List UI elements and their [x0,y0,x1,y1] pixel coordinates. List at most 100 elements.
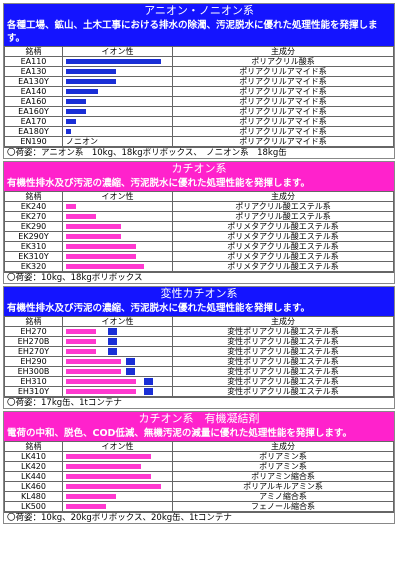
ionicity-cell [62,356,173,367]
ionicity-bar [66,349,96,354]
ionicity-cell [62,116,173,127]
header-comp: 主成分 [172,316,394,327]
main-component: 変性ポリアクリル酸エステル系 [172,336,394,347]
header-ion: イオン性 [62,441,173,452]
table-row: EA160Y ポリアクリルアマイド系 [4,106,394,117]
table-row: EH300B 変性ポリアクリル酸エステル系 [4,366,394,377]
main-component: ポリメタアクリル酸エステル系 [172,261,394,272]
ionicity-cell [62,471,173,482]
product-code: LK410 [4,451,63,462]
ionicity-cell [62,211,173,222]
product-code: EH310Y [4,386,63,397]
product-code: KL480 [4,491,63,502]
ionicity-bar [66,79,116,84]
ionicity-cell [62,366,173,377]
ionicity-cell [62,231,173,242]
ionicity-bar [66,69,116,74]
product-code: EA110 [4,56,63,67]
ionicity-bar [66,204,76,209]
ionicity-bar [66,339,96,344]
header-ion: イオン性 [62,191,173,202]
main-component: フェノール縮合系 [172,501,394,512]
ionicity-bar [66,494,116,499]
product-sheet: アニオン・ノニオン系 各種工場、鉱山、土木工事における排水の除濁、汚泥脱水に優れ… [3,3,395,526]
ionicity-bar [66,89,98,94]
ionicity-bar [66,244,136,249]
section-modified-cation: 変性カチオン系 有機性排水及び汚泥の濃縮、汚泥脱水に優れた処理性能を発揮します。… [3,286,395,409]
ionicity-cell [62,66,173,77]
ionicity-bar [66,254,136,259]
table-row: EN190 ノニオン ポリアクリルアマイド系 [4,136,394,147]
ionicity-bar [66,369,121,374]
ionicity-marker [144,388,153,395]
ionicity-cell [62,201,173,212]
table-row: EK240 ポリアクリル酸エステル系 [4,201,394,212]
ionicity-cell [62,56,173,67]
ionicity-cell [62,336,173,347]
main-component: ポリアクリルアマイド系 [172,76,394,87]
main-component: ポリアクリルアマイド系 [172,86,394,97]
table-row: EH270B 変性ポリアクリル酸エステル系 [4,336,394,347]
product-code: EN190 [4,136,63,147]
table-row: EK310Y ポリメタアクリル酸エステル系 [4,251,394,262]
table-row: EH310Y 変性ポリアクリル酸エステル系 [4,386,394,397]
main-component: ポリアクリルアマイド系 [172,116,394,127]
main-component: ポリアクリルアマイド系 [172,136,394,147]
ionicity-bar [66,99,86,104]
table-row: EA170 ポリアクリルアマイド系 [4,116,394,127]
product-code: LK440 [4,471,63,482]
product-code: LK460 [4,481,63,492]
packaging-note: 〇荷姿：アニオン系 10kg、18kgポリボックス、 ノニオン系 18kg缶 [4,147,394,158]
section-description: 有機性排水及び汚泥の濃縮、汚泥脱水に優れた処理性能を発揮します。 [4,176,394,191]
section-title: カチオン系 有機凝結剤 [4,412,394,426]
ionicity-cell [62,461,173,472]
main-component: ポリアクリルアマイド系 [172,126,394,137]
product-code: EA130 [4,66,63,77]
main-component: ポリアミン系 [172,451,394,462]
header-comp: 主成分 [172,46,394,57]
table-row: LK420 ポリアミン系 [4,461,394,472]
ionicity-bar [66,359,121,364]
main-component: ポリアミン縮合系 [172,471,394,482]
product-code: EA170 [4,116,63,127]
ionicity-cell [62,221,173,232]
main-component: 変性ポリアクリル酸エステル系 [172,346,394,357]
product-code: LK500 [4,501,63,512]
section-title: アニオン・ノニオン系 [4,4,394,18]
product-code: EK240 [4,201,63,212]
ionicity-cell [62,326,173,337]
header-comp: 主成分 [172,441,394,452]
header-code: 銘柄 [4,46,63,57]
main-component: 変性ポリアクリル酸エステル系 [172,386,394,397]
ionicity-cell [62,96,173,107]
product-code: EK320 [4,261,63,272]
ionicity-bar [66,129,71,134]
product-code: EA160 [4,96,63,107]
product-code: LK420 [4,461,63,472]
table-row: LK460 ポリアルキルアミン系 [4,481,394,492]
ionicity-cell [62,501,173,512]
ionicity-cell [62,376,173,387]
main-component: ポリアクリル酸エステル系 [172,201,394,212]
ionicity-bar [66,464,141,469]
table-row: EK320 ポリメタアクリル酸エステル系 [4,261,394,272]
header-code: 銘柄 [4,191,63,202]
main-component: ポリアクリルアマイド系 [172,96,394,107]
ionicity-marker [108,348,117,355]
table-row: EH270 変性ポリアクリル酸エステル系 [4,326,394,337]
ionicity-bar [66,454,151,459]
table-row: EA160 ポリアクリルアマイド系 [4,96,394,107]
product-code: EA140 [4,86,63,97]
section-description: 電荷の中和、脱色、COD低減、無機汚泥の減量に優れた処理性能を発揮します。 [4,426,394,441]
section-cation: カチオン系 有機性排水及び汚泥の濃縮、汚泥脱水に優れた処理性能を発揮します。 銘… [3,161,395,284]
table-row: EA110 ポリアクリル酸系 [4,56,394,67]
product-code: EH270 [4,326,63,337]
ionicity-cell [62,76,173,87]
product-code: EK290Y [4,231,63,242]
section-title: カチオン系 [4,162,394,176]
product-code: EH300B [4,366,63,377]
main-component: ポリメタアクリル酸エステル系 [172,241,394,252]
table-row: EK270 ポリアクリル酸エステル系 [4,211,394,222]
product-code: EA180Y [4,126,63,137]
table-row: EA130Y ポリアクリルアマイド系 [4,76,394,87]
